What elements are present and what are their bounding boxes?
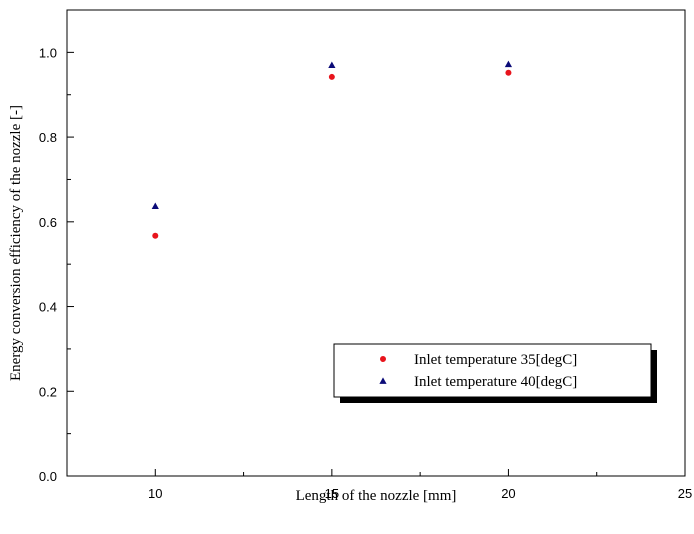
- y-tick-label: 1.0: [39, 45, 57, 60]
- y-tick-label: 0.6: [39, 215, 57, 230]
- x-tick-label: 10: [148, 486, 162, 501]
- legend: Inlet temperature 35[degC] Inlet temperat…: [333, 343, 657, 403]
- y-tick-label: 0.4: [39, 300, 57, 315]
- legend-entries: Inlet temperature 35[degC] Inlet temperat…: [379, 352, 577, 390]
- legend-label-series-1: Inlet temperature 35[degC]: [414, 352, 577, 368]
- x-tick-label: 25: [678, 486, 692, 501]
- axis-ticks: [67, 51, 686, 477]
- axis-tick-labels: 10 15 20 25 0.0 0.2 0.4 0.6 0.8 1.0: [39, 45, 692, 501]
- x-axis-title: Length of the nozzle [mm]: [296, 488, 457, 504]
- legend-box: [333, 343, 652, 398]
- data-point-series-2: [328, 61, 336, 68]
- data-point-series-1: [328, 73, 335, 80]
- y-tick-label: 0.2: [39, 384, 57, 399]
- plot-area-frame: [66, 9, 686, 477]
- y-tick-label: 0.8: [39, 130, 57, 145]
- data-point-series-2: [151, 202, 159, 210]
- data-point-series-1: [152, 232, 159, 239]
- x-tick-label: 20: [501, 486, 515, 501]
- x-tick-label: 15: [325, 486, 339, 501]
- data-point-series-1: [505, 69, 512, 76]
- y-tick-label: 0.0: [39, 469, 57, 484]
- y-axis-title: Energy conversion efficiency of the nozz…: [8, 105, 24, 381]
- legend-marker-series-1: [380, 356, 386, 362]
- legend-marker-series-2: [379, 377, 387, 384]
- data-points: [151, 60, 513, 239]
- legend-label-series-2: Inlet temperature 40[degC]: [414, 374, 577, 390]
- data-point-series-2: [504, 60, 513, 68]
